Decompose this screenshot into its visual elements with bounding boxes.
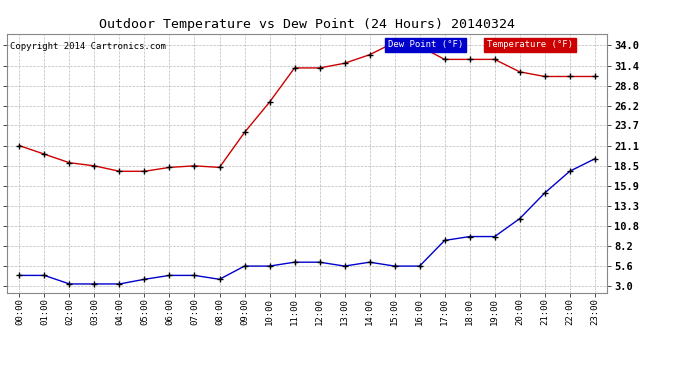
Text: Dew Point (°F): Dew Point (°F) [388, 40, 464, 49]
Text: Copyright 2014 Cartronics.com: Copyright 2014 Cartronics.com [10, 42, 166, 51]
Title: Outdoor Temperature vs Dew Point (24 Hours) 20140324: Outdoor Temperature vs Dew Point (24 Hou… [99, 18, 515, 31]
Text: Temperature (°F): Temperature (°F) [487, 40, 573, 49]
